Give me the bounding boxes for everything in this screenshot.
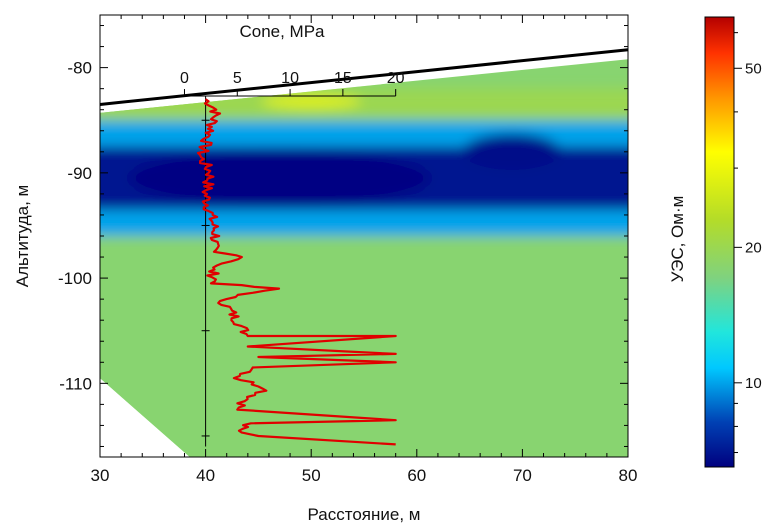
y-axis-title: Альтитуда, м [13,185,32,288]
cone-tick-label: 10 [281,70,299,87]
colorbar [704,16,735,468]
y-tick-label: -110 [59,374,92,393]
resistivity-layer [100,88,628,121]
y-tick-label: -80 [67,59,92,78]
cone-tick-label: 0 [180,70,189,87]
cone-tick-label: 5 [233,70,242,87]
colorbar-tick-label: 20 [745,239,762,256]
x-axis: 30 40 50 60 70 80 [91,15,638,485]
colorbar-title: УЭС, Ом·м [668,196,687,283]
x-tick-label: 40 [196,466,215,485]
x-tick-label: 80 [619,466,638,485]
resistivity-layer [100,209,628,236]
x-tick-label: 70 [513,466,532,485]
y-axis: -80 -90 -100 -110 [58,25,628,447]
y-tick-label: -100 [58,269,92,288]
cone-axis: 0 5 10 15 20 [180,70,405,447]
cone-axis-title: Cone, MPa [239,22,325,41]
x-axis-title: Расстояние, м [308,505,421,524]
resistivity-patch [261,94,362,109]
x-tick-label: 50 [302,466,321,485]
cone-profile-line [196,98,397,446]
surface-line [99,48,629,106]
cone-tick-label: 20 [387,70,405,87]
resistivity-layer [100,236,628,457]
x-tick-label: 60 [407,466,426,485]
x-tick-label: 30 [91,466,110,485]
y-tick-label: -90 [67,164,92,183]
colorbar-tick-label: 10 [745,375,762,392]
resistivity-layer [100,120,628,147]
resistivity-core [129,150,430,207]
cone-tick-label: 15 [334,70,352,87]
resistivity-section [100,59,628,457]
resistivity-core [461,133,562,170]
colorbar-tick-label: 50 [745,60,762,77]
colorbar-ticks: 10 20 50 [734,32,762,454]
